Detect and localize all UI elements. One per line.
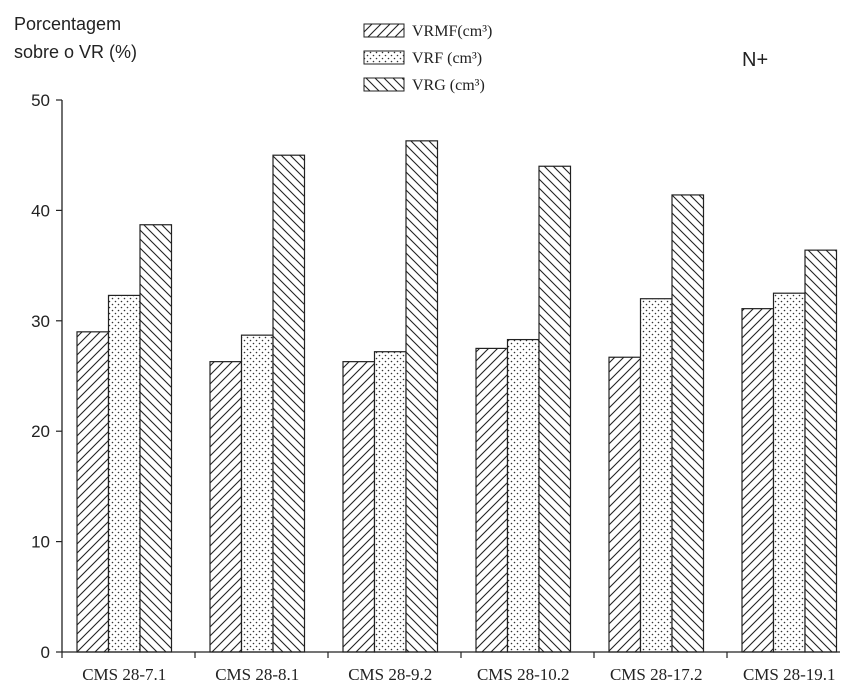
x-tick-label: CMS 28-7.1 [82,665,166,684]
bar-1-5 [608,356,642,653]
legend-swatch-1 [363,23,405,38]
bar-3-5 [671,194,705,653]
y-tick-label: 30 [31,312,50,331]
legend-swatch-2 [363,50,405,65]
x-tick-label: CMS 28-9.2 [348,665,432,684]
bar-1-1 [76,331,110,653]
legend-label-2: VRF (cm³) [412,50,482,67]
legend-label-1: VRMF(cm³) [412,23,492,40]
y-tick-label: 10 [31,533,50,552]
bar-2-1 [107,294,141,653]
y-axis-title-line-2: sobre o VR (%) [14,42,137,62]
x-tick-label: CMS 28-8.1 [215,665,299,684]
bar-1-4 [475,347,509,653]
chart-annotation: N+ [742,49,768,71]
bar-1-6 [741,308,775,653]
axes: CMS 28-7.1 CMS 28-8.1 CMS 28-9.2 CMS 28-10.… [31,91,840,684]
y-axis-title-line-1: Porcentagem [14,14,121,34]
bar-1-3 [342,361,376,653]
bar-1-2 [209,361,243,653]
bar-3-3 [405,140,439,653]
bar-3-4 [538,165,572,653]
bar-3-1 [139,224,173,653]
y-tick-label: 0 [41,643,50,662]
legend: VRMF(cm³) VRF (cm³) VRG (cm³) [363,23,492,94]
bar-2-6 [772,292,806,653]
bar-2-5 [639,298,673,653]
bar-3-2 [272,154,306,653]
legend-label-3: VRG (cm³) [412,77,485,94]
x-tick-label: CMS 28-17.2 [610,665,703,684]
x-tick-label: CMS 28-10.2 [477,665,570,684]
bar-2-4 [506,338,540,653]
bar-2-3 [373,351,407,653]
bar-3-6 [804,249,838,653]
legend-swatch-3 [363,77,405,92]
bars [76,140,838,653]
x-tick-label: CMS 28-19.1 [743,665,836,684]
y-tick-label: 20 [31,422,50,441]
y-tick-label: 50 [31,91,50,110]
bar-2-2 [240,334,274,653]
y-tick-label: 40 [31,201,50,220]
